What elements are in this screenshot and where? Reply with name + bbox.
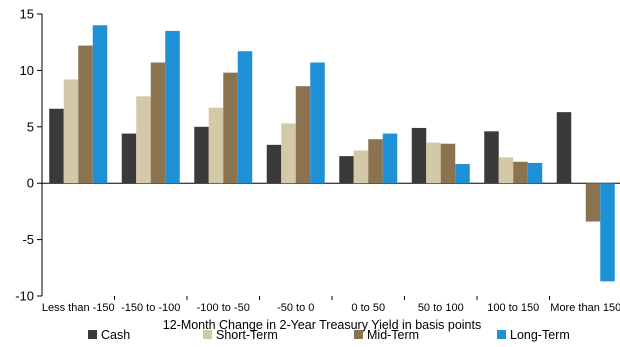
y-tick-label: 5 [27, 119, 34, 134]
bar-mid-term [368, 139, 383, 184]
bar-mid-term [78, 45, 93, 184]
bar-cash [411, 127, 427, 184]
bar-long-term [600, 183, 615, 282]
y-tick-label: -10 [15, 289, 34, 304]
bar-short-term [208, 107, 224, 184]
bar-long-term [527, 162, 543, 184]
bar-long-term [165, 30, 180, 184]
x-category-label: Less than -150 [42, 302, 115, 314]
bar-mid-term [295, 86, 311, 184]
x-category-label: 100 to 150 [487, 302, 539, 314]
legend-item: Mid-Term [354, 328, 419, 342]
bar-cash [49, 108, 64, 184]
y-tick-label: 15 [20, 7, 34, 22]
legend-swatch [88, 330, 97, 339]
legend-swatch [354, 330, 363, 339]
bar-cash [194, 126, 209, 184]
legend-label: Mid-Term [367, 328, 419, 342]
bar-cash [484, 131, 499, 184]
x-category-label: -50 to 0 [277, 302, 314, 314]
bar-short-term [136, 96, 151, 184]
bar-short-term [353, 150, 369, 184]
x-axis-title: 12-Month Change in 2-Year Treasury Yield… [163, 318, 481, 332]
bar-mid-term [150, 62, 166, 184]
bar-cash [266, 144, 282, 184]
bar-short-term [498, 157, 514, 184]
x-category-label: More than 150 [550, 302, 620, 314]
bar-mid-term [585, 183, 601, 222]
bar-long-term [382, 133, 398, 184]
legend-item: Long-Term [497, 328, 570, 342]
y-tick-label: -5 [22, 232, 34, 247]
x-category-label: 50 to 100 [418, 302, 464, 314]
x-category-label: 0 to 50 [351, 302, 385, 314]
legend-item: Cash [88, 328, 130, 342]
legend-item: Short-Term [203, 328, 278, 342]
bar-long-term [310, 62, 325, 184]
bar-mid-term [513, 161, 528, 184]
bar-long-term [237, 51, 253, 184]
bar-short-term [426, 142, 441, 184]
bar-cash [339, 156, 354, 184]
bar-short-term [63, 79, 79, 184]
bar-mid-term [440, 143, 456, 184]
bar-short-term [281, 123, 296, 184]
bar-cash [121, 133, 137, 184]
bar-long-term [92, 25, 108, 184]
x-category-label: -100 to -50 [197, 302, 250, 314]
legend-label: Short-Term [216, 328, 278, 342]
y-tick-label: 10 [20, 63, 34, 78]
x-category-label: -150 to -100 [121, 302, 180, 314]
legend-label: Long-Term [510, 328, 570, 342]
legend-label: Cash [101, 328, 130, 342]
y-tick-label: 0 [27, 176, 34, 191]
legend-swatch [203, 330, 212, 339]
bar-mid-term [223, 72, 238, 184]
legend-swatch [497, 330, 506, 339]
bar-long-term [455, 164, 470, 184]
bar-cash [556, 112, 572, 184]
